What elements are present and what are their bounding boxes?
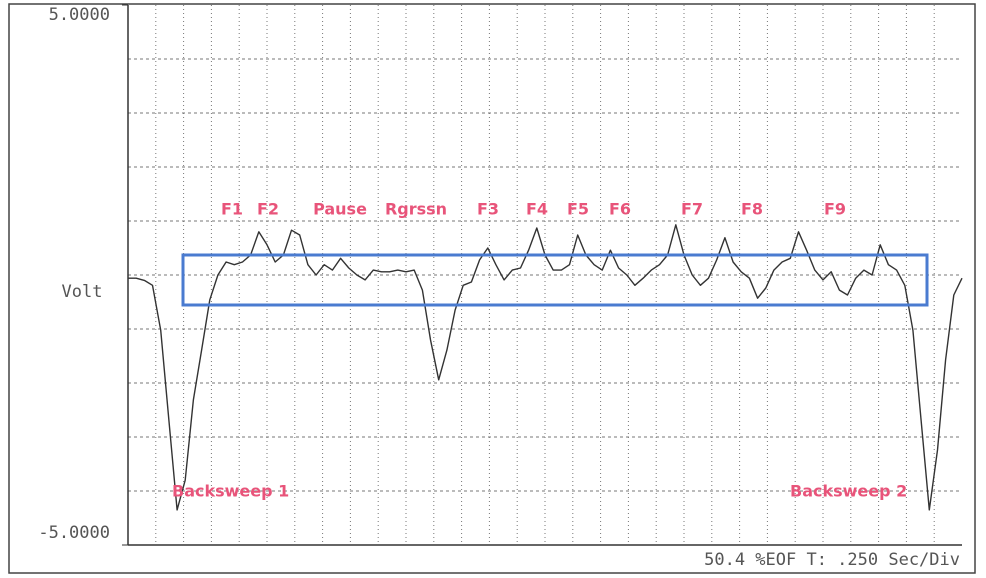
annotation: F6 xyxy=(609,200,631,219)
annotation: F5 xyxy=(567,200,589,219)
annotation: F1 xyxy=(221,200,243,219)
y-tick-label: 5.0000 xyxy=(49,5,110,25)
annotation: Backsweep 1 xyxy=(172,482,289,501)
annotation: Backsweep 2 xyxy=(790,482,907,501)
annotation: F7 xyxy=(681,200,703,219)
annotation: F2 xyxy=(257,200,279,219)
y-tick-label: -5.0000 xyxy=(38,523,110,543)
trace xyxy=(128,224,963,511)
highlight-box xyxy=(181,253,929,307)
frame xyxy=(8,3,976,574)
annotation: F3 xyxy=(477,200,499,219)
annotation: Pause xyxy=(313,200,367,219)
annotation: Rgrssn xyxy=(385,200,447,219)
annotation: F9 xyxy=(824,200,846,219)
annotation: F8 xyxy=(741,200,763,219)
y-axis-label: Volt xyxy=(62,282,103,302)
annotation: F4 xyxy=(526,200,548,219)
footer: 50.4 %EOF T: .250 Sec/Div xyxy=(704,550,960,570)
